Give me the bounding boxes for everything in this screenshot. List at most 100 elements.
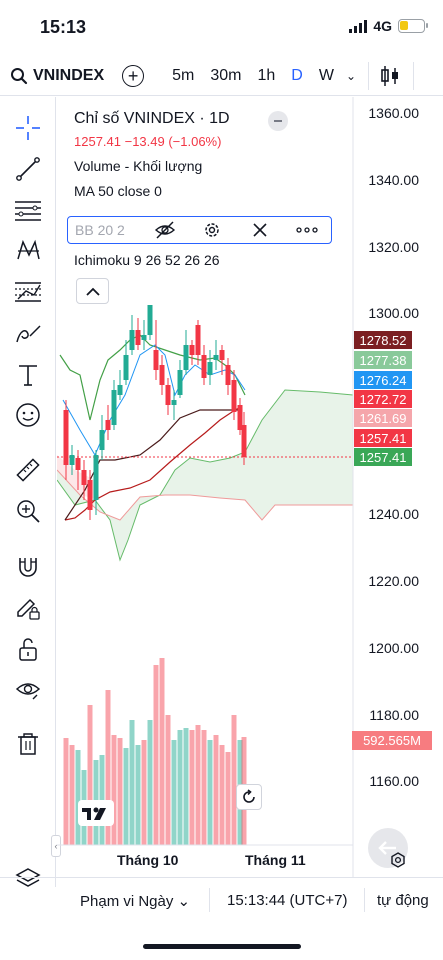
chevron-down-icon[interactable]: ⌄ (345, 68, 357, 83)
collapse-legend-button[interactable] (76, 278, 109, 304)
indicator-settings-button[interactable] (189, 221, 236, 239)
indicator-bb-row[interactable]: BB 20 2 (67, 216, 332, 244)
volume-bar (189, 730, 195, 845)
crosshair-tool[interactable] (14, 114, 42, 142)
pattern-tool[interactable] (14, 236, 42, 264)
pencil-lock-icon (17, 598, 40, 620)
remove-drawings-tool[interactable] (14, 730, 42, 758)
toolbar-divider (368, 61, 370, 90)
battery-icon (398, 19, 428, 33)
pattern-icon (17, 239, 40, 260)
volume-bar (207, 740, 213, 845)
trendline-tool[interactable] (14, 155, 42, 183)
refresh-icon (243, 789, 255, 803)
layers-tool[interactable] (14, 865, 42, 893)
candle-body (75, 458, 81, 470)
interval-5m[interactable]: 5m (172, 66, 195, 84)
projection-tool[interactable] (14, 278, 42, 306)
legend-menu-button[interactable] (268, 111, 288, 131)
tradingview-logo[interactable] (78, 800, 114, 826)
time-label: Tháng 10 (117, 852, 179, 868)
lock-drawing-tool[interactable] (14, 594, 42, 622)
candle-body (171, 400, 177, 405)
candle-body (201, 355, 207, 378)
minus-icon (274, 120, 282, 122)
unlock-tool[interactable] (14, 635, 42, 663)
bottom-toolbar: Phạm vi Ngày ⌄ 15:13:44 (UTC+7) tự động (0, 877, 443, 922)
volume-bar (75, 750, 81, 845)
candle-body (219, 350, 225, 360)
fib-tool[interactable] (14, 196, 42, 224)
crosshair-icon (16, 116, 40, 140)
interval-1h[interactable]: 1h (257, 66, 276, 84)
ichimoku-lagging (59, 334, 246, 421)
date-range-selector[interactable]: Phạm vi Ngày ⌄ (80, 892, 190, 910)
candle-body (105, 420, 111, 430)
brush-tool[interactable] (14, 319, 42, 347)
text-tool[interactable] (14, 361, 42, 389)
candle-body (207, 362, 213, 375)
unlock-icon (19, 638, 37, 661)
scroll-to-realtime-button[interactable] (368, 828, 408, 868)
reset-chart-button[interactable] (236, 784, 262, 810)
price-badge: 1261.69 (354, 409, 412, 427)
legend-title[interactable]: Chỉ số VNINDEX · 1D (74, 110, 230, 127)
ichimoku-span-b (57, 469, 353, 521)
measure-tool[interactable] (14, 456, 42, 484)
interval-d[interactable]: D (291, 66, 303, 84)
price-tick: 1300.00 (368, 305, 419, 321)
add-symbol-button[interactable]: + (122, 64, 145, 87)
volume-bar (129, 720, 135, 845)
candle-body (225, 365, 231, 385)
toolbar-divider-2 (413, 61, 415, 90)
candles-icon[interactable] (379, 64, 401, 88)
gear-icon (391, 852, 405, 868)
symbol-search[interactable]: VNINDEX (10, 67, 104, 85)
time-label: Tháng 11 (245, 852, 306, 868)
legend-volume[interactable]: Volume - Khối lượng (74, 158, 203, 174)
trash-icon (18, 733, 38, 755)
volume-bar (135, 745, 141, 845)
gear-icon (205, 223, 220, 237)
interval-30m[interactable]: 30m (210, 66, 242, 84)
magnet-tool[interactable] (14, 553, 42, 581)
legend-ichimoku[interactable]: Ichimoku 9 26 52 26 26 (74, 252, 220, 268)
timezone-clock[interactable]: 15:13:44 (UTC+7) (227, 892, 348, 909)
candle-body (129, 330, 135, 350)
remove-indicator-button[interactable] (236, 222, 283, 238)
ichimoku-span-a (57, 389, 353, 562)
tradingview-icon (82, 807, 106, 820)
interval-w[interactable]: W (318, 66, 334, 84)
price-tick: 1360.00 (368, 105, 419, 121)
candle-body (123, 355, 129, 380)
ichimoku-cloud (57, 390, 353, 560)
volume-bar (171, 740, 177, 845)
symbol-name: VNINDEX (33, 66, 105, 84)
close-icon (253, 223, 267, 237)
volume-bar (219, 745, 225, 845)
candle-body (63, 410, 69, 465)
search-icon (11, 67, 28, 84)
price-tick: 1200.00 (368, 640, 419, 656)
legend-ma[interactable]: MA 50 close 0 (74, 183, 162, 199)
volume-bar (225, 752, 231, 845)
candle-body (141, 335, 147, 340)
price-badge: 1257.41 (354, 448, 412, 466)
candle-body (87, 480, 93, 510)
more-options-button[interactable] (284, 227, 331, 233)
brush-icon (16, 325, 41, 343)
emoji-tool[interactable] (14, 401, 42, 429)
auto-scale-toggle[interactable]: tự động (377, 892, 429, 909)
magnet-icon (19, 558, 37, 577)
zoom-in-tool[interactable] (14, 497, 42, 525)
trendline-icon (16, 157, 40, 181)
hide-indicator-button[interactable] (141, 221, 188, 239)
chevron-left-icon: ‹ (54, 841, 58, 851)
candle-body (189, 345, 195, 355)
chart-settings-button[interactable] (390, 852, 406, 873)
base-line (64, 409, 242, 521)
date-range-label: Phạm vi Ngày (80, 893, 174, 910)
arrow-left-icon (378, 841, 396, 855)
visibility-tool[interactable] (14, 676, 42, 704)
collapse-toolbar-button[interactable]: ‹ (51, 835, 61, 857)
